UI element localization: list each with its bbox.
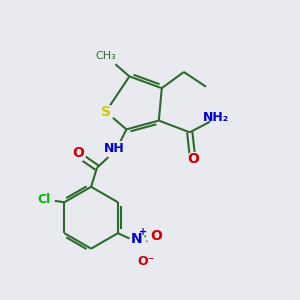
Text: NH₂: NH₂ <box>203 111 229 124</box>
Text: NH: NH <box>104 142 125 155</box>
Text: O: O <box>150 229 162 243</box>
Text: CH₃: CH₃ <box>95 51 116 61</box>
Text: O: O <box>72 146 84 160</box>
Text: N: N <box>131 232 143 246</box>
Text: Cl: Cl <box>37 193 50 206</box>
Text: O⁻: O⁻ <box>137 255 154 268</box>
Text: O: O <box>187 152 199 166</box>
Text: S: S <box>101 105 111 119</box>
Text: +: + <box>139 227 147 237</box>
